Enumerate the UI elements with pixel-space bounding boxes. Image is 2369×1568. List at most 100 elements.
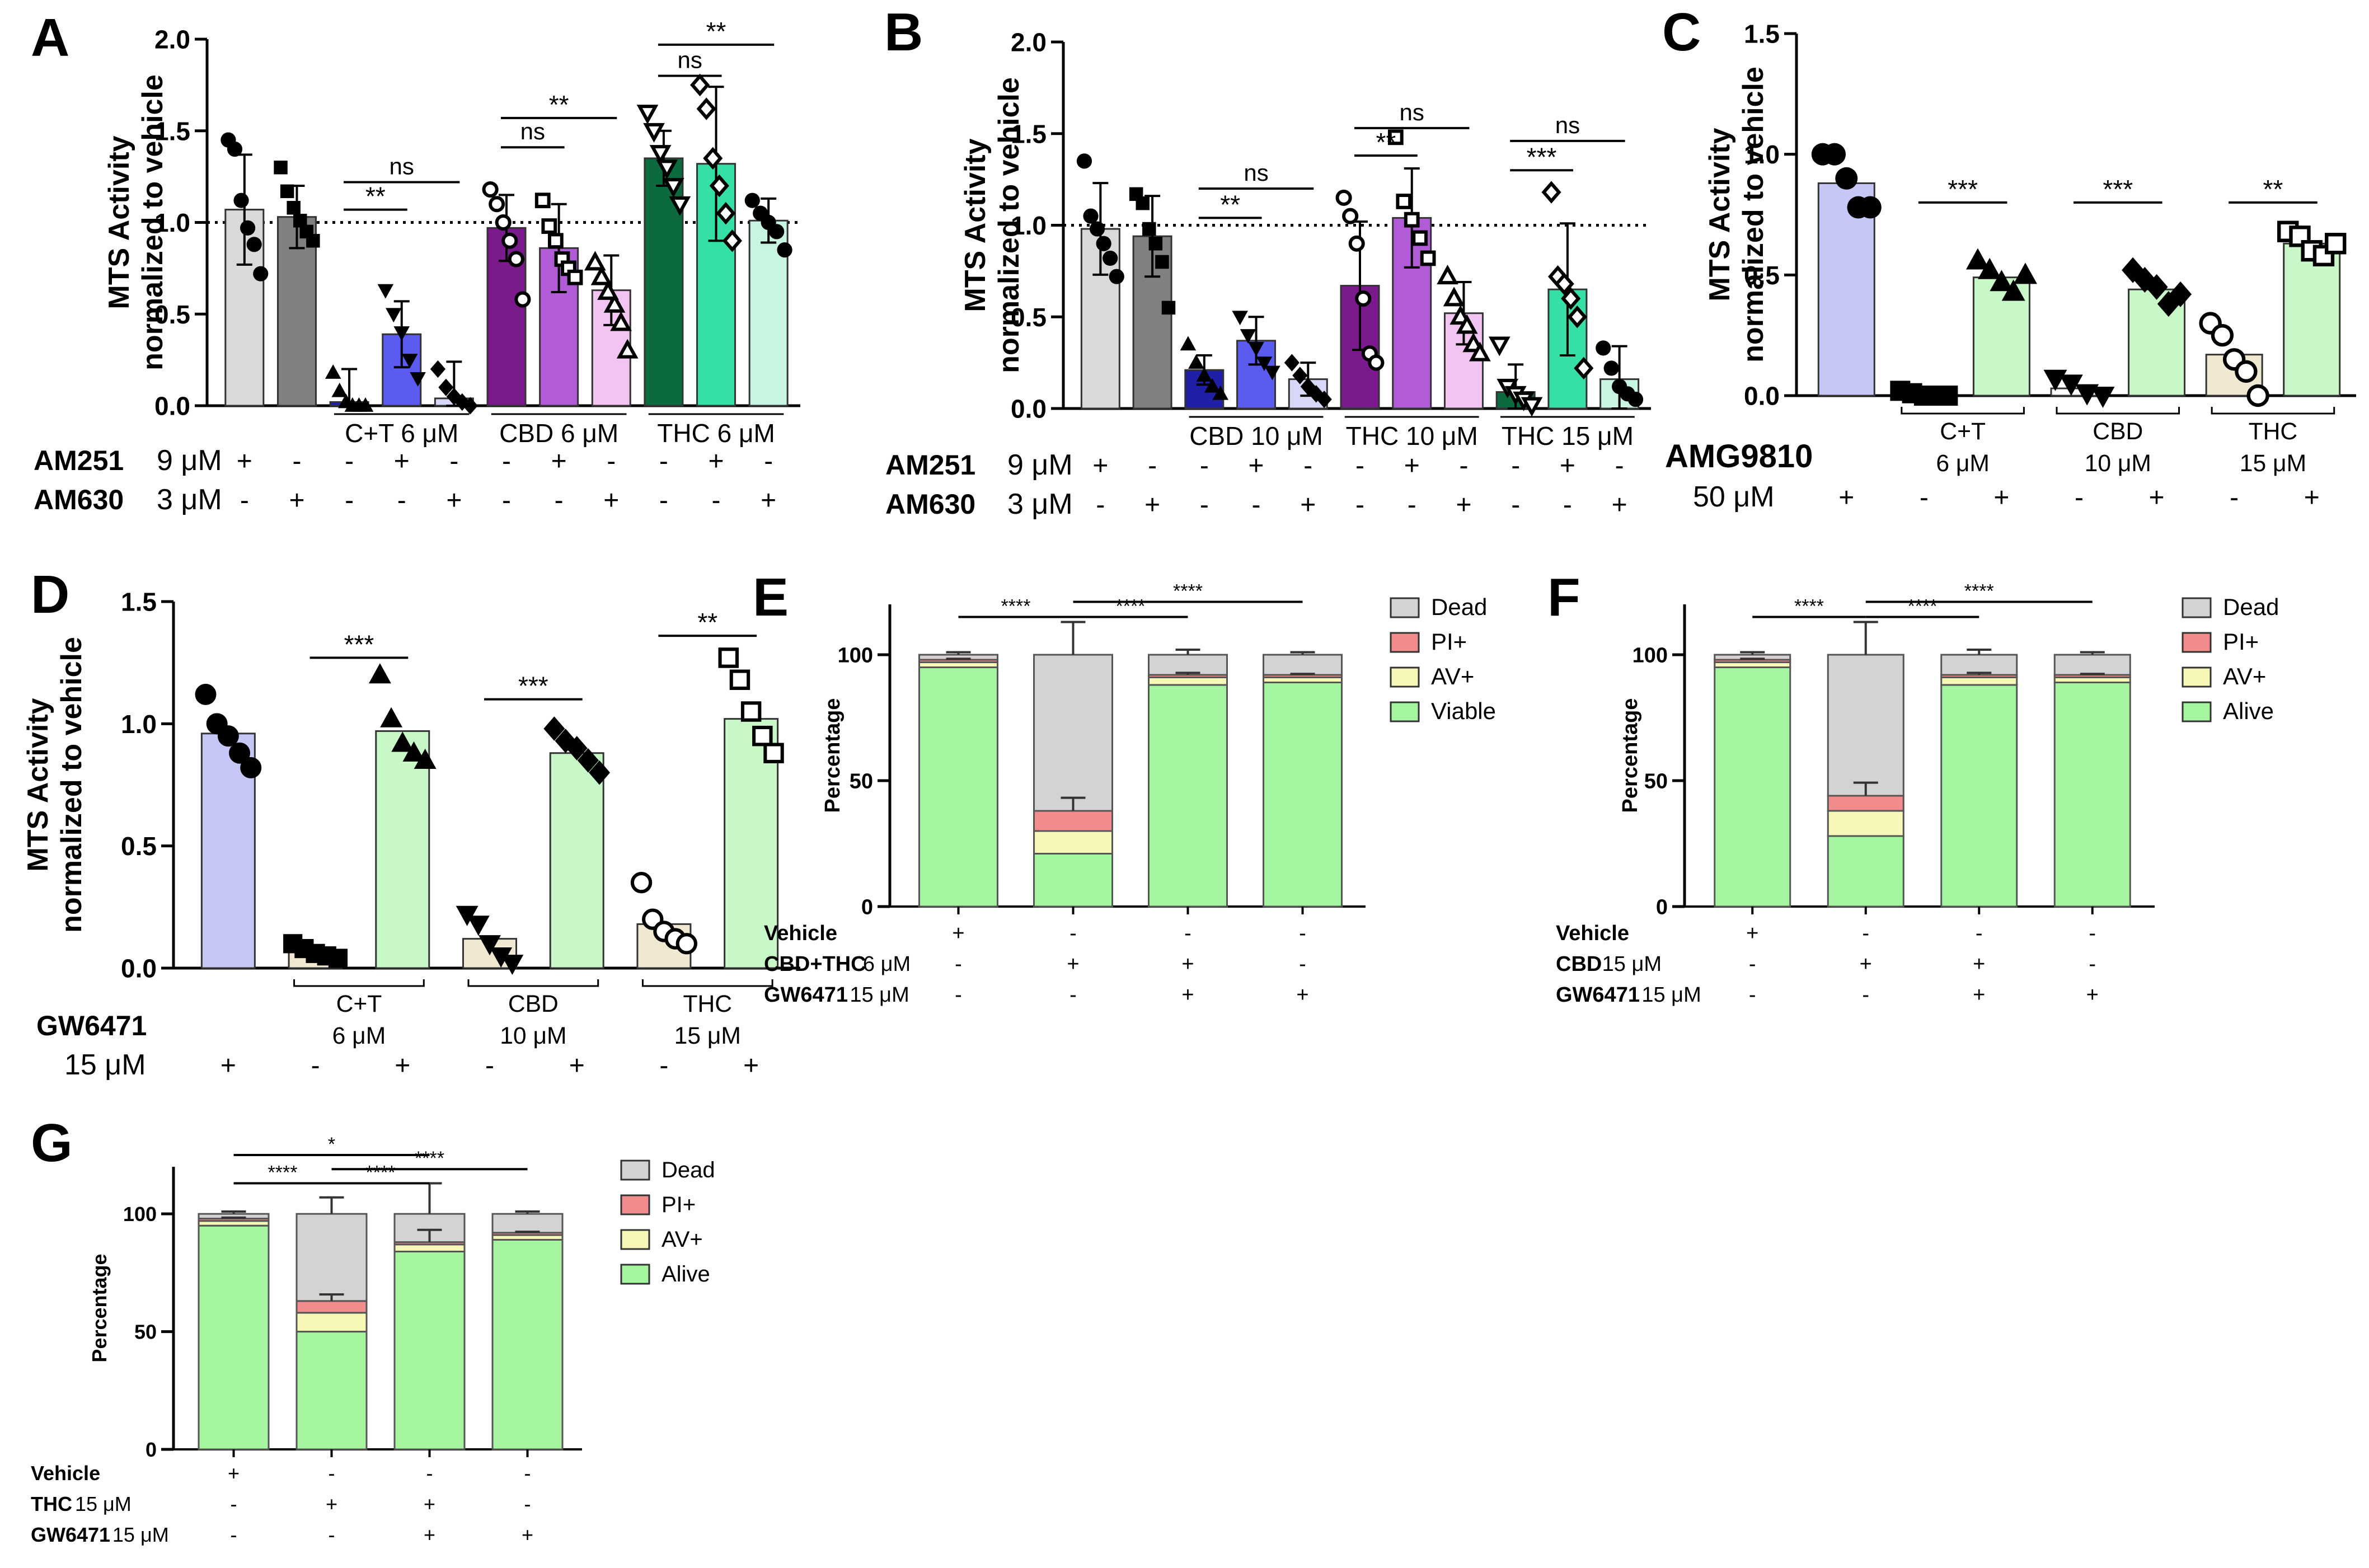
y-tick-label: 2.0: [154, 25, 190, 54]
significance-label: ****: [1173, 581, 1203, 602]
panel-letter: E: [753, 567, 789, 627]
data-point: [2246, 384, 2269, 407]
data-point: [2059, 374, 2083, 396]
data-point: [385, 308, 402, 323]
treatment-sign: -: [1299, 922, 1306, 945]
data-point: [227, 141, 243, 157]
legend-swatch: [2182, 597, 2212, 618]
y-tick-label: 0.5: [121, 832, 157, 861]
data-point: [414, 748, 437, 769]
data-point: [482, 181, 499, 198]
data-point: [462, 397, 478, 415]
data-point: [357, 397, 374, 412]
data-point: [229, 742, 251, 764]
data-point: [501, 955, 524, 975]
data-point: [1368, 354, 1385, 371]
data-point: [1541, 181, 1561, 204]
data-point: [195, 683, 217, 705]
treatment-sign: +: [2304, 483, 2320, 513]
data-point: [718, 647, 739, 668]
data-point: [777, 242, 792, 258]
legend-swatch: [1390, 632, 1420, 653]
data-point: [217, 725, 239, 747]
treatment-name: GW6471: [36, 1010, 147, 1041]
data-point: [438, 378, 454, 396]
data-point: [1835, 167, 1858, 190]
data-point: [643, 123, 665, 143]
treatment-sign: -: [1862, 922, 1869, 945]
data-point: [479, 935, 501, 956]
data-point: [566, 736, 588, 760]
y-tick-label: 50: [850, 770, 873, 794]
data-point: [467, 916, 490, 936]
legend-label: AV+: [662, 1227, 703, 1252]
legend-label: PI+: [1431, 628, 1467, 655]
group-label: 10 μM: [2085, 450, 2151, 477]
treatment-name: Vehicle: [31, 1462, 100, 1485]
treatment-name: THC: [31, 1492, 72, 1515]
legend-swatch: [2182, 666, 2212, 688]
data-point: [610, 311, 632, 331]
bar: [549, 752, 604, 969]
data-point: [1488, 336, 1510, 356]
panel-c: C 0.0 0.5 1.0 1.5 MTS Activity normalized to v…: [1662, 2, 2356, 513]
treatment-sign: -: [555, 486, 564, 515]
treatment-sign: -: [1459, 451, 1468, 481]
data-point: [590, 265, 613, 285]
treatment-sign: +: [1067, 952, 1079, 976]
treatment-sign: -: [659, 447, 668, 476]
data-point: [1316, 390, 1332, 409]
data-point: [1096, 236, 1111, 251]
significance-label: ****: [1116, 596, 1146, 617]
treatment-sign: +: [394, 447, 410, 476]
group-label: 15 μM: [2240, 450, 2306, 477]
treatment-sign: -: [231, 1523, 237, 1546]
treatment-sign: -: [955, 952, 962, 976]
y-axis-label: MTS Activity: [959, 138, 992, 312]
data-point: [1596, 340, 1611, 356]
data-point: [1627, 392, 1644, 407]
treatment-sign: +: [1973, 952, 1985, 976]
treatment-sign: -: [1148, 451, 1157, 481]
data-point: [656, 159, 678, 180]
treatment-sign: +: [2086, 983, 2099, 1007]
panel-letter: G: [31, 1113, 73, 1173]
data-point: [649, 145, 672, 165]
y-tick-label: 1.5: [1744, 20, 1780, 49]
group-bracket: [1901, 407, 2025, 415]
group-label: C+T: [1940, 418, 1986, 445]
data-point: [1387, 129, 1404, 145]
treatment-sign: +: [237, 447, 252, 476]
data-point: [1554, 273, 1574, 295]
data-point: [1180, 336, 1197, 351]
y-axis-label: Percentage: [88, 1254, 111, 1362]
y-axis-label: MTS Activity: [22, 698, 54, 871]
data-point: [325, 364, 341, 379]
stack-segment: [1940, 654, 2018, 676]
data-point: [1188, 354, 1204, 369]
treatment-sign: -: [524, 1492, 531, 1515]
group-label: CBD: [2093, 418, 2143, 445]
significance-label: ***: [518, 672, 548, 701]
treatment-sign: -: [607, 447, 616, 476]
treatment-unit: 9 μM: [157, 444, 222, 477]
treatment-sign: +: [551, 447, 567, 476]
data-point: [567, 269, 583, 285]
significance-label: ***: [2103, 175, 2133, 204]
data-point: [1142, 222, 1156, 236]
treatment-sign: -: [1184, 922, 1191, 945]
y-tick-label: 0.0: [1744, 382, 1780, 411]
data-point: [1248, 342, 1264, 356]
treatment-sign: -: [397, 486, 406, 515]
data-point: [636, 105, 659, 125]
data-point: [1161, 301, 1176, 315]
significance-label: ****: [415, 1148, 444, 1169]
data-point: [597, 280, 619, 300]
panel-b: B 0.0 0.5 1.0 1.5 2.0 MTS Activity normalized t…: [884, 2, 1651, 520]
treatment-sign: +: [743, 1051, 759, 1081]
stack-segment: [1827, 810, 1904, 837]
group-label: THC 15 μM: [1502, 421, 1634, 450]
data-point: [763, 743, 784, 763]
data-point: [1148, 237, 1163, 251]
data-point: [696, 97, 716, 120]
